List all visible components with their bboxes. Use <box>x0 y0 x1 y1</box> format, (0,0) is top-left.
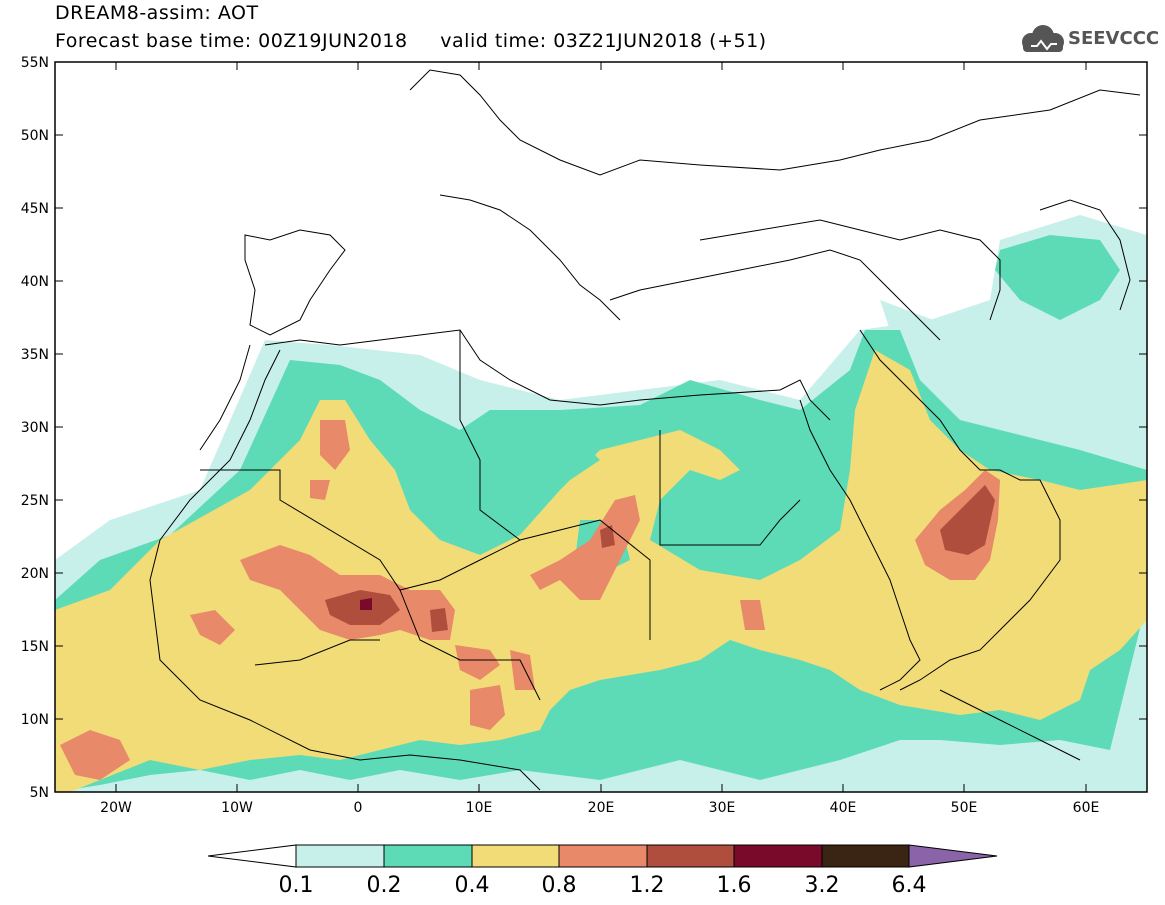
aot-field <box>55 215 1147 792</box>
colorbar <box>207 844 998 868</box>
colorbar-swatch <box>383 844 473 868</box>
latitude-labels: 55N 50N 45N 40N 35N 30N 25N 20N 15N 10N … <box>21 55 49 801</box>
colorbar-label: 1.2 <box>630 873 665 898</box>
lat-label: 15N <box>21 639 49 655</box>
lon-label: 30E <box>709 800 736 816</box>
colorbar-label: 0.1 <box>279 873 314 898</box>
colorbar-label: 0.2 <box>367 873 402 898</box>
aot-level-1-6 <box>360 598 372 610</box>
lon-label: 50E <box>951 800 978 816</box>
longitude-labels: 20W 10W 0 10E 20E 30E 40E 50E 60E <box>100 800 1099 816</box>
lat-label: 30N <box>21 420 49 436</box>
lat-label: 55N <box>21 55 49 71</box>
lat-label: 50N <box>21 128 49 144</box>
lat-label: 20N <box>21 566 49 582</box>
lon-label: 20E <box>588 800 615 816</box>
lon-label: 10E <box>466 800 493 816</box>
lat-label: 5N <box>30 785 49 801</box>
colorbar-swatch <box>295 844 385 868</box>
lat-label: 40N <box>21 274 49 290</box>
lon-label: 0 <box>354 800 363 816</box>
colorbar-swatch <box>646 844 735 868</box>
seevccc-logo <box>1022 25 1064 52</box>
lon-label: 20W <box>100 800 132 816</box>
colorbar-label: 3.2 <box>805 873 840 898</box>
colorbar-swatch <box>821 844 910 868</box>
logo-text: SEEVCCC <box>1068 28 1160 49</box>
lon-label: 60E <box>1073 800 1100 816</box>
lat-label: 25N <box>21 493 49 509</box>
coastlines <box>149 69 1141 791</box>
colorbar-label: 0.8 <box>542 873 577 898</box>
lon-label: 10W <box>221 800 253 816</box>
lat-label: 45N <box>21 201 49 217</box>
colorbar-label: 1.6 <box>717 873 752 898</box>
lat-label: 10N <box>21 712 49 728</box>
colorbar-max-arrow <box>908 844 998 868</box>
forecast-time-line: Forecast base time: 00Z19JUN2018 valid t… <box>55 30 767 52</box>
tick-marks <box>55 61 1147 792</box>
colorbar-labels: 0.1 0.2 0.4 0.8 1.2 1.6 3.2 6.4 <box>279 873 927 898</box>
lat-label: 35N <box>21 347 49 363</box>
colorbar-min-arrow <box>207 844 297 868</box>
colorbar-swatch <box>471 844 560 868</box>
colorbar-swatch <box>733 844 823 868</box>
map-title: DREAM8-assim: AOT <box>55 2 259 24</box>
colorbar-label: 6.4 <box>892 873 927 898</box>
colorbar-swatch <box>558 844 648 868</box>
lon-label: 40E <box>830 800 857 816</box>
colorbar-label: 0.4 <box>455 873 490 898</box>
